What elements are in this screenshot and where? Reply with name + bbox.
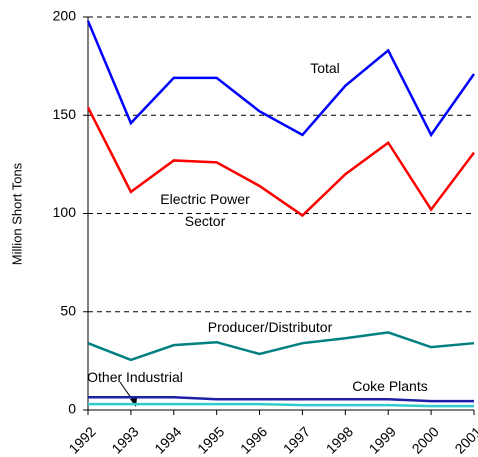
x-tick-label: 1998 [323,423,356,456]
series-label: Electric Power Sector [160,191,250,229]
x-tick-label: 1992 [65,423,98,456]
series-line [88,395,474,403]
x-tick-label: 1993 [108,423,141,456]
series-line [88,402,474,408]
x-tick-label: 1994 [151,423,184,456]
y-tick-label: 150 [53,106,77,122]
series-label: Producer/Distributor [207,319,333,335]
y-tick-label: 200 [53,8,77,24]
series-line [86,20,476,138]
x-tick-label: 1996 [237,423,270,456]
x-tick-label: 1995 [194,423,227,456]
series-label: Other Industrial [87,369,183,385]
x-tick-label: 2001 [451,423,478,456]
series-line [86,106,475,218]
x-tick-label: 2000 [409,423,442,456]
arrowhead [130,398,137,407]
x-tick-label: 1997 [280,423,313,456]
y-axis-label: Million Short Tons [9,162,24,265]
series-label: Total [310,60,340,76]
y-tick-label: 0 [68,401,76,417]
series-line [87,331,475,362]
x-tick-label: 1999 [366,423,399,456]
series-label: Coke Plants [352,378,428,394]
y-tick-label: 50 [60,302,76,318]
y-tick-label: 100 [53,204,77,220]
